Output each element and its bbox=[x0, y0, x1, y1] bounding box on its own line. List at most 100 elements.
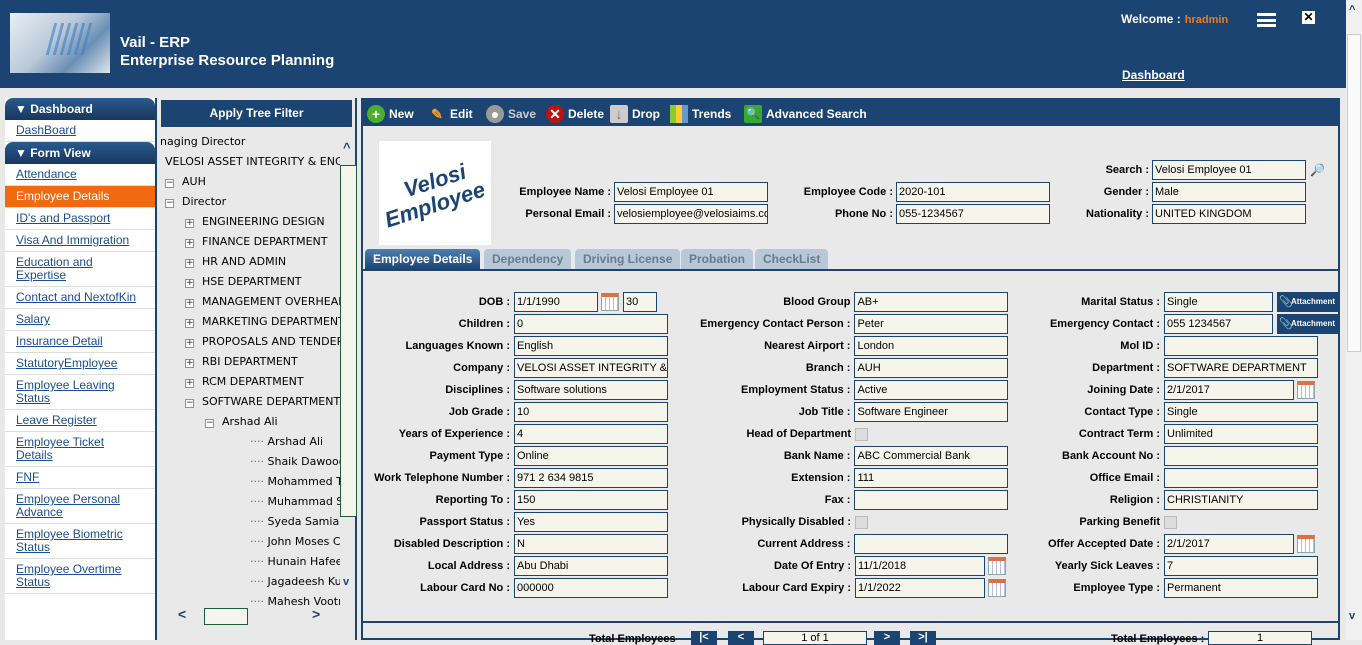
years-of-experience-input[interactable]: 4 bbox=[514, 424, 668, 444]
sidebar-item-employee-details[interactable]: Employee Details bbox=[5, 186, 155, 208]
tree-node[interactable]: ···· Shaik Dawood bbox=[250, 452, 340, 472]
sidebar-item-statutoryemployee[interactable]: StatutoryEmployee bbox=[5, 353, 155, 375]
children-input[interactable]: 0 bbox=[514, 314, 668, 334]
chevron-up-icon[interactable]: ^ bbox=[343, 140, 351, 155]
date-of-entry-input[interactable]: 11/1/2018 bbox=[855, 556, 985, 576]
tree-node[interactable]: ···· Muhammad S bbox=[250, 492, 340, 512]
expand-icon[interactable]: + bbox=[185, 218, 194, 228]
expand-icon[interactable]: + bbox=[185, 378, 194, 388]
scroll-thumb[interactable] bbox=[204, 608, 248, 625]
joining-date-input[interactable]: 2/1/2017 bbox=[1164, 380, 1294, 400]
scroll-down-icon[interactable]: v bbox=[1349, 610, 1356, 622]
close-icon[interactable]: ✕ bbox=[1302, 10, 1315, 24]
sidebar-item-contact-and-nextofkin[interactable]: Contact and NextofKin bbox=[5, 287, 155, 309]
office-email-input[interactable] bbox=[1164, 468, 1318, 488]
tree-node[interactable]: + PROPOSALS AND TENDERS bbox=[185, 332, 340, 352]
sidebar-item-employee-ticket-details[interactable]: Employee Ticket Details bbox=[5, 432, 155, 467]
bank-name-input[interactable]: ABC Commercial Bank bbox=[854, 446, 1008, 466]
sidebar-item-fnf[interactable]: FNF bbox=[5, 467, 155, 489]
extension-input[interactable]: 111 bbox=[854, 468, 1008, 488]
tree-node[interactable]: + RBI DEPARTMENT bbox=[185, 352, 298, 372]
tree-vertical-scrollbar[interactable]: ^ v bbox=[340, 134, 357, 606]
tree-node[interactable]: naging Director bbox=[160, 134, 245, 152]
tab-probation[interactable]: Probation bbox=[681, 249, 753, 269]
expand-icon[interactable]: + bbox=[185, 238, 194, 248]
employment-status-input[interactable]: Active bbox=[854, 380, 1008, 400]
apply-tree-filter-button[interactable]: Apply Tree Filter bbox=[161, 100, 352, 127]
new-button[interactable]: + New bbox=[367, 105, 414, 123]
nearest-airport-input[interactable]: London bbox=[854, 336, 1008, 356]
parking-benefit-checkbox[interactable] bbox=[1164, 515, 1177, 529]
collapse-icon[interactable]: − bbox=[205, 418, 214, 428]
expand-icon[interactable]: + bbox=[185, 258, 194, 268]
languages-known-input[interactable]: English bbox=[514, 336, 668, 356]
tree-node[interactable]: + ENGINEERING DESIGN bbox=[185, 212, 325, 232]
calendar-icon[interactable] bbox=[1297, 381, 1315, 399]
tree-node[interactable]: + FINANCE DEPARTMENT bbox=[185, 232, 328, 252]
tree-node[interactable]: ···· Hunain Hafeez bbox=[250, 552, 340, 572]
tree-node[interactable]: − Director bbox=[165, 192, 226, 212]
expand-icon[interactable]: + bbox=[185, 338, 194, 348]
tree-node[interactable]: + RCM DEPARTMENT bbox=[185, 372, 304, 392]
last-page-button[interactable]: >| bbox=[910, 631, 936, 645]
dashboard-link[interactable]: Dashboard bbox=[1122, 68, 1185, 82]
yearly-sick-leaves-input[interactable]: 7 bbox=[1164, 556, 1318, 576]
employee-code-input[interactable]: 2020-101 bbox=[896, 182, 1050, 202]
collapse-icon[interactable]: − bbox=[165, 178, 174, 188]
emergency-contact-input[interactable]: 055 1234567 bbox=[1164, 314, 1273, 334]
tab-employee-details[interactable]: Employee Details bbox=[365, 249, 481, 269]
sidebar-item-insurance-detail[interactable]: Insurance Detail bbox=[5, 331, 155, 353]
marital-status-input[interactable]: Single bbox=[1164, 292, 1273, 312]
local-address-input[interactable]: Abu Dhabi bbox=[514, 556, 668, 576]
gender-input[interactable]: Male bbox=[1152, 182, 1306, 202]
tree-node[interactable]: ···· John Moses C bbox=[250, 532, 340, 552]
department-input[interactable]: SOFTWARE DEPARTMENT bbox=[1164, 358, 1318, 378]
sidebar-item-leave-register[interactable]: Leave Register bbox=[5, 410, 155, 432]
tree-horizontal-scrollbar[interactable]: < > bbox=[160, 606, 340, 626]
tab-checklist[interactable]: CheckList bbox=[755, 249, 829, 269]
religion-input[interactable]: CHRISTIANITY bbox=[1164, 490, 1318, 510]
tree-node[interactable]: ···· Jagadeesh Ku bbox=[250, 572, 340, 592]
sidebar-item-salary[interactable]: Salary bbox=[5, 309, 155, 331]
chevron-down-icon[interactable]: v bbox=[343, 576, 350, 588]
fax-input[interactable] bbox=[854, 490, 1008, 510]
age-input[interactable]: 30 bbox=[623, 292, 657, 312]
page-scrollbar[interactable]: ^ v bbox=[1346, 0, 1362, 640]
collapse-icon[interactable]: − bbox=[185, 398, 194, 408]
tree-node[interactable]: − Arshad Ali bbox=[205, 412, 278, 432]
sidebar-item-employee-leaving-status[interactable]: Employee Leaving Status bbox=[5, 375, 155, 410]
scroll-up-icon[interactable]: ^ bbox=[1349, 4, 1356, 16]
emergency-contact-person-input[interactable]: Peter bbox=[854, 314, 1008, 334]
phone-input[interactable]: 055-1234567 bbox=[896, 204, 1050, 224]
delete-button[interactable]: ✕ Delete bbox=[546, 105, 604, 123]
sidebar-item-education-and-expertise[interactable]: Education and Expertise bbox=[5, 252, 155, 287]
labour-card-expiry-input[interactable]: 1/1/2022 bbox=[855, 578, 985, 598]
next-page-button[interactable]: > bbox=[874, 631, 900, 645]
calendar-icon[interactable] bbox=[988, 579, 1006, 597]
tree-node[interactable]: − AUH bbox=[165, 172, 206, 192]
tree-node[interactable]: + MANAGEMENT OVERHEAD bbox=[185, 292, 340, 312]
blood-group-input[interactable]: AB+ bbox=[854, 292, 1008, 312]
tree-node[interactable]: ···· Mahesh Vootn bbox=[250, 592, 340, 606]
hamburger-menu-icon[interactable] bbox=[1257, 13, 1276, 27]
tree-node[interactable]: + MARKETING DEPARTMENT bbox=[185, 312, 340, 332]
reporting-to-input[interactable]: 150 bbox=[514, 490, 668, 510]
sidebar-item-id-s-and-passport[interactable]: ID's and Passport bbox=[5, 208, 155, 230]
sidebar-item-employee-biometric-status[interactable]: Employee Biometric Status bbox=[5, 524, 155, 559]
attachment-button[interactable]: Attachment bbox=[1277, 292, 1338, 312]
disciplines-input[interactable]: Software solutions bbox=[514, 380, 668, 400]
expand-icon[interactable]: + bbox=[185, 298, 194, 308]
employee-type-input[interactable]: Permanent bbox=[1164, 578, 1318, 598]
scroll-thumb[interactable] bbox=[340, 165, 357, 517]
tree-node[interactable]: ···· Mohammed Ta bbox=[250, 472, 340, 492]
tree-node[interactable]: + HR AND ADMIN bbox=[185, 252, 286, 272]
mol-id-input[interactable] bbox=[1164, 336, 1318, 356]
company-input[interactable]: VELOSI ASSET INTEGRITY & bbox=[514, 358, 668, 378]
personal-email-input[interactable]: velosiemployee@velosiaims.com bbox=[614, 204, 768, 224]
drop-button[interactable]: ↓ Drop bbox=[610, 105, 660, 123]
payment-type-input[interactable]: Online bbox=[514, 446, 668, 466]
bank-account-no-input[interactable] bbox=[1164, 446, 1318, 466]
sidebar-item-attendance[interactable]: Attendance bbox=[5, 164, 155, 186]
expand-icon[interactable]: + bbox=[185, 278, 194, 288]
calendar-icon[interactable] bbox=[601, 293, 619, 311]
